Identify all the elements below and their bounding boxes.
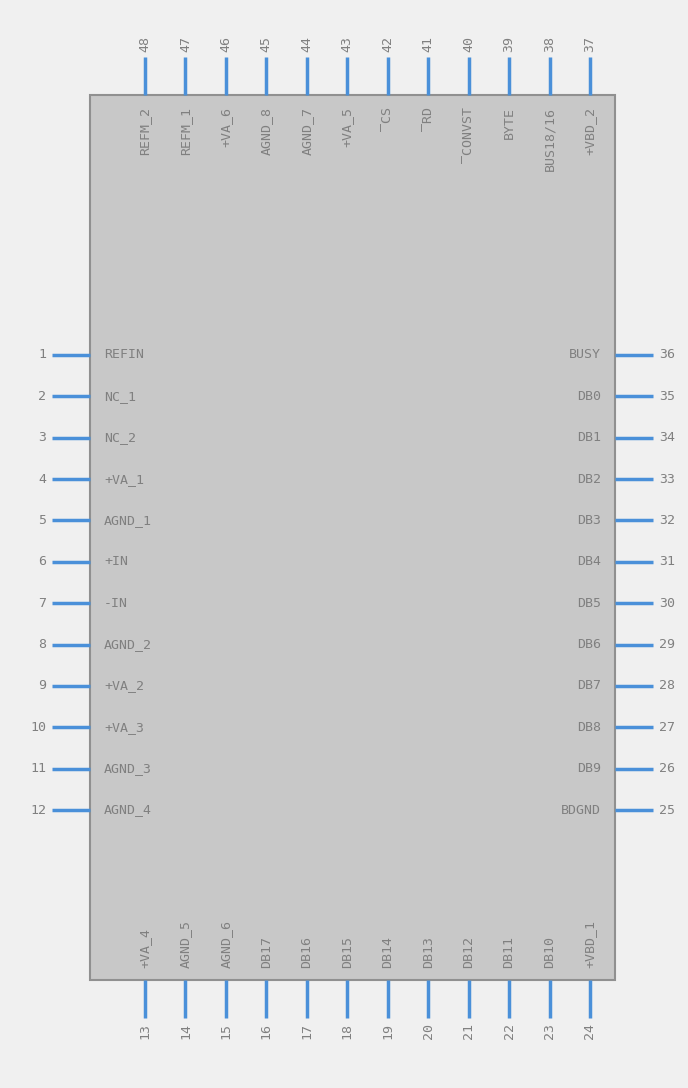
- Text: 22: 22: [503, 1023, 515, 1039]
- Text: ̅CS: ̅CS: [381, 107, 394, 131]
- Text: +IN: +IN: [104, 555, 128, 568]
- Text: 31: 31: [659, 555, 675, 568]
- Text: 45: 45: [260, 36, 273, 52]
- Text: ̅RD: ̅RD: [422, 107, 435, 131]
- Text: AGND_7: AGND_7: [301, 107, 313, 154]
- Text: 6: 6: [38, 555, 46, 568]
- Text: 26: 26: [659, 762, 675, 775]
- Text: AGND_4: AGND_4: [104, 804, 152, 816]
- Text: 27: 27: [659, 720, 675, 733]
- Text: DB1: DB1: [577, 431, 601, 444]
- Text: 5: 5: [38, 514, 46, 527]
- Text: +VA_6: +VA_6: [219, 107, 233, 147]
- Text: 24: 24: [583, 1023, 596, 1039]
- Text: DB10: DB10: [543, 936, 556, 968]
- Text: 4: 4: [38, 472, 46, 485]
- Text: DB9: DB9: [577, 762, 601, 775]
- Text: BYTE: BYTE: [503, 107, 515, 139]
- Text: 33: 33: [659, 472, 675, 485]
- Text: BUSY: BUSY: [569, 348, 601, 361]
- Text: +VBD_1: +VBD_1: [583, 920, 596, 968]
- Text: 21: 21: [462, 1023, 475, 1039]
- Text: 15: 15: [219, 1023, 233, 1039]
- Text: 46: 46: [219, 36, 233, 52]
- Text: 17: 17: [301, 1023, 313, 1039]
- Text: 34: 34: [659, 431, 675, 444]
- Text: 11: 11: [30, 762, 46, 775]
- Text: 14: 14: [179, 1023, 192, 1039]
- Text: 42: 42: [381, 36, 394, 52]
- Text: 12: 12: [30, 804, 46, 816]
- Text: REFM_1: REFM_1: [179, 107, 192, 154]
- Text: 7: 7: [38, 596, 46, 609]
- Text: 18: 18: [341, 1023, 354, 1039]
- Text: 30: 30: [659, 596, 675, 609]
- Text: DB0: DB0: [577, 390, 601, 403]
- Text: BUS18/16: BUS18/16: [543, 107, 556, 171]
- Text: 41: 41: [422, 36, 435, 52]
- Text: 47: 47: [179, 36, 192, 52]
- Text: 2: 2: [38, 390, 46, 403]
- Text: 40: 40: [462, 36, 475, 52]
- Text: DB11: DB11: [503, 936, 515, 968]
- Text: REFIN: REFIN: [104, 348, 144, 361]
- Text: REFM_2: REFM_2: [138, 107, 151, 154]
- Text: AGND_6: AGND_6: [219, 920, 233, 968]
- Text: AGND_8: AGND_8: [260, 107, 273, 154]
- Text: DB15: DB15: [341, 936, 354, 968]
- Text: AGND_2: AGND_2: [104, 638, 152, 651]
- Text: DB14: DB14: [381, 936, 394, 968]
- Text: DB5: DB5: [577, 596, 601, 609]
- Text: 1: 1: [38, 348, 46, 361]
- Text: NC_2: NC_2: [104, 431, 136, 444]
- Text: 32: 32: [659, 514, 675, 527]
- Text: +VA_3: +VA_3: [104, 720, 144, 733]
- Text: 36: 36: [659, 348, 675, 361]
- Text: 16: 16: [260, 1023, 273, 1039]
- Text: +VA_1: +VA_1: [104, 472, 144, 485]
- Text: 9: 9: [38, 679, 46, 692]
- Text: ̅CONVST: ̅CONVST: [462, 107, 475, 163]
- Text: 28: 28: [659, 679, 675, 692]
- Text: 43: 43: [341, 36, 354, 52]
- Text: DB4: DB4: [577, 555, 601, 568]
- Text: 44: 44: [301, 36, 313, 52]
- Text: AGND_3: AGND_3: [104, 762, 152, 775]
- Text: 39: 39: [503, 36, 515, 52]
- Text: NC_1: NC_1: [104, 390, 136, 403]
- Text: 3: 3: [38, 431, 46, 444]
- Text: -IN: -IN: [104, 596, 128, 609]
- Text: 38: 38: [543, 36, 556, 52]
- Text: DB13: DB13: [422, 936, 435, 968]
- Text: AGND_1: AGND_1: [104, 514, 152, 527]
- Text: +VBD_2: +VBD_2: [583, 107, 596, 154]
- Text: 13: 13: [138, 1023, 151, 1039]
- Text: +VA_2: +VA_2: [104, 679, 144, 692]
- Text: AGND_5: AGND_5: [179, 920, 192, 968]
- Bar: [90, 95, 615, 980]
- Text: 35: 35: [659, 390, 675, 403]
- Text: 29: 29: [659, 638, 675, 651]
- Text: DB7: DB7: [577, 679, 601, 692]
- Text: DB8: DB8: [577, 720, 601, 733]
- Text: BDGND: BDGND: [561, 804, 601, 816]
- Text: DB6: DB6: [577, 638, 601, 651]
- Text: 25: 25: [659, 804, 675, 816]
- Text: +VA_5: +VA_5: [341, 107, 354, 147]
- Text: +VA_4: +VA_4: [138, 928, 151, 968]
- Text: 20: 20: [422, 1023, 435, 1039]
- Text: 8: 8: [38, 638, 46, 651]
- Text: 10: 10: [30, 720, 46, 733]
- Text: 19: 19: [381, 1023, 394, 1039]
- Text: 48: 48: [138, 36, 151, 52]
- Text: 23: 23: [543, 1023, 556, 1039]
- Text: DB12: DB12: [462, 936, 475, 968]
- Text: DB2: DB2: [577, 472, 601, 485]
- Text: DB3: DB3: [577, 514, 601, 527]
- Text: 37: 37: [583, 36, 596, 52]
- Text: DB17: DB17: [260, 936, 273, 968]
- Text: DB16: DB16: [301, 936, 313, 968]
